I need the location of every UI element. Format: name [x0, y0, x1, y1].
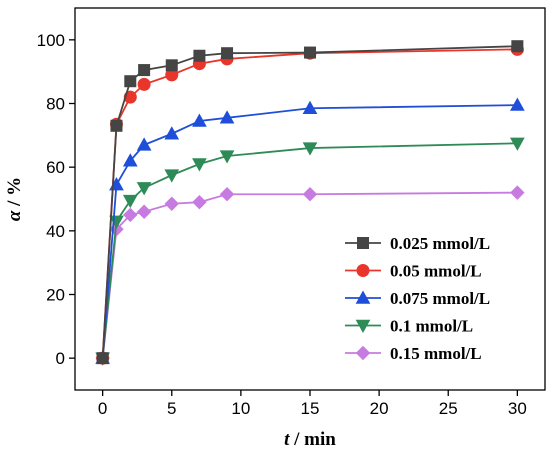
data-point: [192, 158, 207, 172]
data-point: [122, 194, 138, 209]
data-point: [193, 49, 206, 62]
data-point: [219, 110, 235, 124]
data-point: [109, 215, 124, 229]
data-point: [124, 75, 137, 88]
data-point: [302, 142, 318, 156]
data-point: [164, 196, 179, 211]
y-axis-unit: / %: [4, 177, 25, 211]
legend-label: 0.075 mmol/L: [390, 289, 490, 308]
series-0: [96, 40, 524, 365]
data-point: [510, 97, 525, 111]
legend-marker: [355, 290, 371, 304]
legend-label: 0.1 mmol/L: [390, 317, 473, 336]
data-point: [136, 137, 152, 151]
x-axis-unit: / min: [289, 429, 336, 450]
data-point: [136, 182, 152, 196]
series-4: [95, 185, 525, 366]
data-point: [164, 169, 180, 183]
legend-item-4: 0.15 mmol/L: [345, 344, 482, 363]
data-point: [137, 77, 151, 91]
y-tick-label: 40: [46, 222, 65, 241]
x-axis-variable: t: [284, 429, 290, 450]
y-axis-variable: α: [4, 210, 25, 221]
data-point: [219, 150, 235, 164]
data-point: [110, 119, 123, 132]
data-point: [302, 187, 318, 202]
legend-marker: [357, 237, 369, 249]
y-tick-label: 20: [46, 286, 65, 305]
data-point: [302, 100, 318, 114]
data-point: [96, 352, 109, 365]
data-point: [138, 64, 151, 77]
data-point: [136, 204, 152, 219]
legend-item-2: 0.075 mmol/L: [345, 289, 490, 308]
data-point: [122, 153, 138, 167]
axes: 0 5 10 15 20 25 30 0 20 40 60 80 100: [37, 7, 546, 418]
y-tick-label: 0: [56, 349, 65, 368]
data-point: [219, 187, 235, 202]
data-point: [192, 194, 207, 210]
legend-label: 0.15 mmol/L: [390, 344, 482, 363]
legend-item-1: 0.05 mmol/L: [345, 262, 482, 281]
y-tick-label: 80: [46, 95, 65, 114]
data-point: [123, 90, 137, 104]
series-line: [101, 45, 518, 359]
data-point: [304, 46, 316, 59]
x-tick-label: 30: [508, 399, 527, 418]
x-tick-label: 15: [301, 399, 320, 418]
x-axis-label: t / min: [284, 429, 336, 450]
data-point: [192, 113, 207, 127]
y-tick-label: 60: [46, 158, 65, 177]
legend-marker: [355, 345, 371, 361]
legend-label: 0.025 mmol/L: [390, 234, 490, 253]
data-point: [123, 207, 138, 223]
legend-item-3: 0.1 mmol/L: [345, 317, 473, 336]
legend-marker: [355, 319, 371, 334]
data-point: [511, 40, 524, 53]
data-point: [221, 47, 234, 60]
plot-area: [95, 40, 525, 366]
data-point: [164, 126, 180, 140]
x-tick-label: 25: [439, 399, 458, 418]
x-tick-label: 10: [231, 399, 250, 418]
legend-label: 0.05 mmol/L: [390, 262, 482, 281]
data-point: [510, 185, 525, 200]
y-axis-label: α / %: [4, 177, 25, 221]
data-point: [165, 59, 178, 72]
legend: 0.025 mmol/L 0.05 mmol/L 0.075 mmol/L 0.1 m…: [345, 234, 490, 363]
x-tick-label: 5: [167, 399, 176, 418]
data-point: [510, 137, 525, 151]
x-tick-label: 0: [98, 399, 107, 418]
axis-labels: t / min α / %: [4, 177, 336, 450]
x-tick-label: 20: [370, 399, 389, 418]
legend-item-0: 0.025 mmol/L: [345, 234, 490, 253]
legend-marker: [356, 264, 370, 277]
y-tick-label: 100: [37, 31, 65, 50]
